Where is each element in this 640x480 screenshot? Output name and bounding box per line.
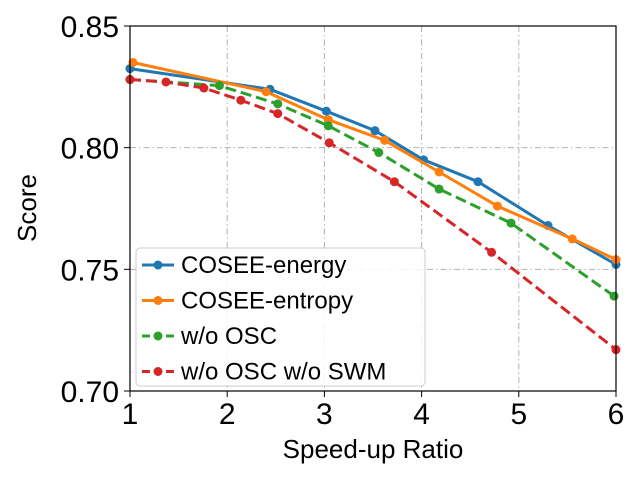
x-tick-label: 2: [219, 398, 236, 431]
x-tick-label: 4: [413, 398, 430, 431]
x-tick-label: 5: [510, 398, 527, 431]
data-point: [609, 291, 619, 301]
series-w-o-osc-w-o-swm: [125, 75, 621, 355]
axis-ticks: 1 2 3 4 5 6 0.70 0.75 0.80 0.85: [61, 11, 625, 431]
data-point: [261, 87, 271, 97]
x-axis-title: Speed-up Ratio: [283, 434, 464, 464]
legend-item: w/o OSC w/o SWM: [142, 359, 386, 386]
data-point: [128, 58, 138, 67]
plot-frame: [129, 25, 617, 392]
legend-label: w/o OSC: [180, 323, 277, 350]
legend-marker: [153, 260, 163, 270]
x-tick-label: 3: [316, 398, 333, 431]
legend-label: COSEE-entropy: [181, 288, 353, 315]
data-point: [323, 121, 333, 131]
y-axis-title: Score: [12, 174, 42, 242]
legend-marker: [153, 367, 163, 376]
legend-marker: [153, 296, 163, 305]
legend-item: w/o OSC: [142, 323, 277, 350]
data-point: [473, 177, 483, 187]
data-point: [273, 99, 283, 109]
data-point: [506, 218, 516, 228]
data-point: [321, 106, 331, 116]
data-point: [199, 83, 209, 93]
legend-marker: [153, 331, 163, 341]
legend: COSEE-energy COSEE-entropy w/o OSC w/o OSC …: [135, 247, 426, 387]
data-point: [487, 247, 497, 257]
legend-item: COSEE-entropy: [142, 288, 353, 315]
series-line: [132, 61, 617, 261]
series-layer: [125, 58, 621, 355]
x-tick-label: 6: [608, 398, 625, 431]
x-tick-label: 1: [122, 398, 139, 431]
data-point: [389, 177, 399, 187]
y-tick-label: 0.70: [61, 376, 119, 409]
data-point: [380, 135, 390, 145]
legend-label: COSEE-energy: [181, 252, 346, 279]
series-cosee-entropy: [128, 58, 621, 265]
data-point: [370, 126, 380, 136]
data-point: [214, 81, 224, 91]
data-point: [434, 184, 444, 194]
data-point: [434, 167, 444, 177]
legend-item: COSEE-energy: [142, 252, 346, 279]
series-line: [129, 78, 615, 298]
series-line: [129, 67, 617, 266]
y-tick-label: 0.85: [61, 11, 119, 44]
data-point: [324, 138, 334, 148]
legend-label: w/o OSC w/o SWM: [180, 359, 386, 386]
data-point: [567, 234, 577, 244]
data-point: [236, 95, 246, 105]
data-point: [161, 77, 171, 87]
data-point: [374, 148, 384, 158]
data-point: [492, 201, 502, 211]
data-point: [273, 109, 283, 119]
legend-box: [135, 247, 426, 387]
y-tick-label: 0.80: [61, 133, 119, 166]
y-tick-label: 0.75: [61, 254, 119, 287]
